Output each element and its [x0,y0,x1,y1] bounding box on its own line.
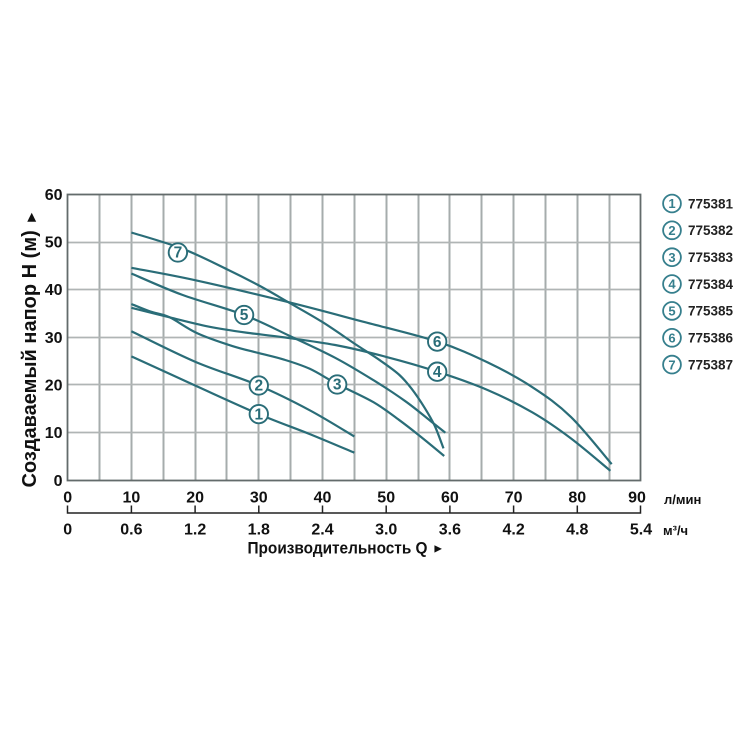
svg-text:50: 50 [45,235,63,252]
svg-text:5.4: 5.4 [630,522,652,539]
svg-text:775384: 775384 [688,277,734,292]
svg-text:1.2: 1.2 [184,522,206,539]
svg-text:40: 40 [314,490,332,507]
svg-text:10: 10 [123,490,141,507]
svg-text:►: ► [432,542,444,556]
svg-text:4: 4 [668,277,676,292]
svg-text:л/мин: л/мин [664,492,701,507]
svg-text:30: 30 [45,330,63,347]
svg-text:0.6: 0.6 [120,522,142,539]
svg-text:20: 20 [45,378,63,395]
svg-text:2: 2 [668,223,675,238]
svg-text:5: 5 [240,307,249,324]
svg-text:2.4: 2.4 [311,522,333,539]
svg-text:3: 3 [333,377,342,394]
svg-text:4.2: 4.2 [502,522,524,539]
svg-text:м³/ч: м³/ч [663,523,688,538]
svg-text:50: 50 [377,490,395,507]
svg-text:60: 60 [441,490,459,507]
svg-text:1: 1 [254,406,263,423]
svg-text:3.0: 3.0 [375,522,397,539]
svg-text:30: 30 [250,490,268,507]
svg-text:775383: 775383 [688,250,734,265]
svg-text:3: 3 [668,250,675,265]
svg-text:775385: 775385 [688,304,734,319]
svg-text:60: 60 [45,187,63,204]
svg-text:775387: 775387 [688,357,733,372]
svg-text:90: 90 [628,490,646,507]
svg-text:775381: 775381 [688,196,734,211]
svg-text:Создаваемый напор H (м) ►: Создаваемый напор H (м) ► [19,210,41,488]
svg-text:6: 6 [433,334,442,351]
svg-text:7: 7 [668,357,675,372]
svg-text:0: 0 [63,490,72,507]
svg-text:0: 0 [63,522,72,539]
svg-text:0: 0 [54,473,63,490]
svg-text:10: 10 [45,425,63,442]
svg-text:Производительность Q: Производительность Q [248,539,428,558]
svg-text:7: 7 [174,245,183,262]
svg-text:3.6: 3.6 [439,522,461,539]
svg-text:6: 6 [668,330,675,345]
svg-text:775382: 775382 [688,223,733,238]
svg-text:4: 4 [433,364,442,381]
svg-text:70: 70 [505,490,523,507]
svg-text:5: 5 [668,304,675,319]
svg-text:1: 1 [668,196,675,211]
svg-text:2: 2 [254,378,263,395]
svg-text:80: 80 [568,490,586,507]
svg-text:20: 20 [186,490,204,507]
svg-text:4.8: 4.8 [566,522,588,539]
svg-text:775386: 775386 [688,331,734,346]
svg-text:40: 40 [45,282,63,299]
svg-text:1.8: 1.8 [248,522,270,539]
